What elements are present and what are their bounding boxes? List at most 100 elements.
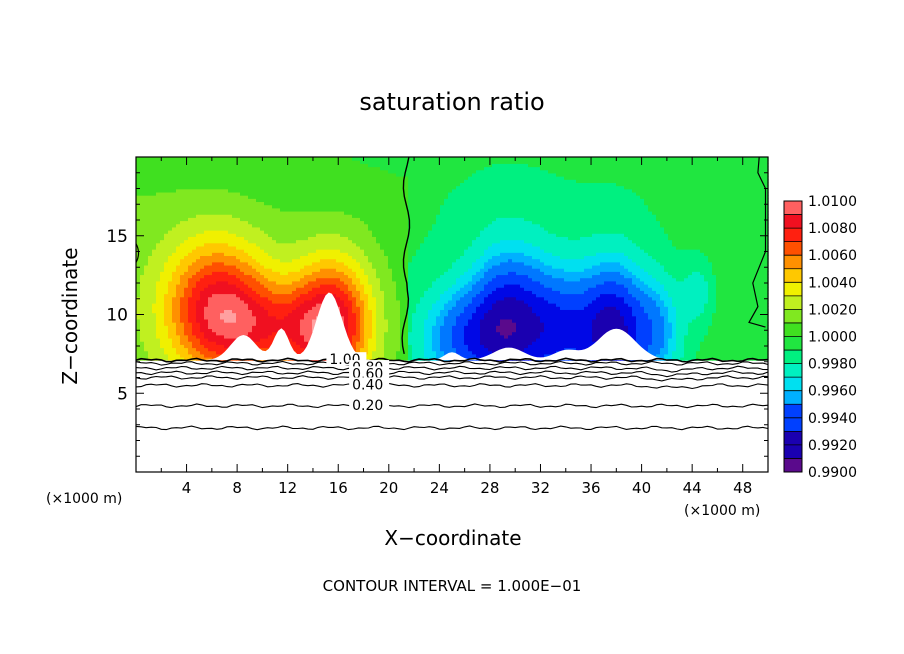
- heatmap-cell: [336, 226, 341, 231]
- heatmap-cell: [364, 157, 369, 161]
- heatmap-cell: [356, 242, 361, 247]
- heatmap-cell: [136, 233, 141, 237]
- heatmap-cell: [416, 242, 421, 247]
- heatmap-cell: [272, 293, 277, 298]
- heatmap-cell: [308, 233, 313, 237]
- heatmap-cell: [148, 230, 153, 234]
- heatmap-cell: [264, 258, 269, 263]
- heatmap-cell: [176, 160, 181, 164]
- heatmap-cell: [368, 299, 373, 304]
- heatmap-cell: [332, 220, 337, 225]
- heatmap-cell: [252, 312, 257, 317]
- heatmap-cell: [368, 280, 373, 285]
- heatmap-cell: [320, 261, 325, 266]
- heatmap-cell: [428, 166, 433, 171]
- heatmap-cell: [376, 233, 381, 237]
- heatmap-cell: [412, 306, 417, 310]
- heatmap-cell: [260, 258, 265, 263]
- heatmap-cell: [180, 268, 185, 272]
- heatmap-cell: [304, 236, 309, 241]
- heatmap-cell: [396, 303, 401, 307]
- heatmap-cell: [336, 201, 341, 206]
- heatmap-cell: [404, 226, 409, 231]
- heatmap-cell: [184, 337, 189, 342]
- heatmap-cell: [260, 233, 265, 237]
- heatmap-cell: [224, 271, 229, 276]
- heatmap-cell: [320, 299, 325, 304]
- heatmap-cell: [252, 334, 257, 339]
- heatmap-cell: [296, 252, 301, 257]
- heatmap-cell: [404, 220, 409, 225]
- heatmap-cell: [244, 157, 249, 161]
- heatmap-cell: [204, 322, 209, 326]
- heatmap-cell: [420, 328, 425, 333]
- heatmap-cell: [388, 258, 393, 263]
- heatmap-cell: [208, 226, 213, 231]
- heatmap-cell: [196, 258, 201, 263]
- heatmap-cell: [376, 309, 381, 314]
- heatmap-cell: [380, 245, 385, 250]
- heatmap-cell: [384, 353, 389, 358]
- heatmap-cell: [288, 163, 293, 168]
- heatmap-cell: [204, 290, 209, 295]
- heatmap-cell: [432, 182, 437, 187]
- heatmap-cell: [144, 236, 149, 241]
- heatmap-cell: [252, 293, 257, 298]
- heatmap-cell: [172, 337, 177, 342]
- heatmap-cell: [144, 157, 149, 161]
- heatmap-cell: [168, 318, 173, 323]
- heatmap-cell: [416, 277, 421, 282]
- heatmap-cell: [172, 230, 177, 234]
- heatmap-cell: [296, 255, 301, 260]
- heatmap-cell: [344, 249, 349, 253]
- heatmap-cell: [348, 296, 353, 301]
- heatmap-cell: [192, 350, 197, 355]
- heatmap-cell: [264, 249, 269, 253]
- heatmap-cell: [208, 160, 213, 164]
- heatmap-cell: [336, 277, 341, 282]
- heatmap-cell: [252, 176, 257, 180]
- heatmap-cell: [244, 255, 249, 260]
- heatmap-cell: [360, 322, 365, 326]
- heatmap-cell: [276, 261, 281, 266]
- heatmap-cell: [368, 242, 373, 247]
- heatmap-cell: [160, 274, 165, 279]
- heatmap-cell: [392, 182, 397, 187]
- heatmap-cell: [444, 283, 449, 288]
- heatmap-cell: [436, 258, 441, 263]
- heatmap-cell: [216, 233, 221, 237]
- heatmap-cell: [220, 166, 225, 171]
- heatmap-cell: [148, 195, 153, 199]
- heatmap-cell: [212, 350, 217, 355]
- heatmap-cell: [220, 182, 225, 187]
- heatmap-cell: [380, 239, 385, 244]
- heatmap-cell: [168, 160, 173, 164]
- heatmap-cell: [432, 353, 437, 358]
- heatmap-cell: [212, 157, 217, 161]
- heatmap-cell: [376, 239, 381, 244]
- heatmap-cell: [188, 157, 193, 161]
- heatmap-cell: [168, 204, 173, 209]
- heatmap-cell: [388, 217, 393, 222]
- heatmap-cell: [188, 191, 193, 196]
- heatmap-cell: [276, 217, 281, 222]
- heatmap-cell: [188, 258, 193, 263]
- heatmap-cell: [180, 350, 185, 355]
- heatmap-cell: [272, 283, 277, 288]
- heatmap-cell: [392, 287, 397, 291]
- heatmap-cell: [340, 306, 345, 310]
- heatmap-cell: [404, 296, 409, 301]
- heatmap-cell: [360, 341, 365, 345]
- heatmap-cell: [216, 331, 221, 336]
- heatmap-cell: [388, 157, 393, 161]
- heatmap-cell: [320, 226, 325, 231]
- heatmap-cell: [372, 233, 377, 237]
- heatmap-cell: [184, 255, 189, 260]
- heatmap-cell: [160, 185, 165, 190]
- heatmap-cell: [408, 280, 413, 285]
- heatmap-cell: [332, 210, 337, 215]
- heatmap-cell: [172, 188, 177, 193]
- heatmap-cell: [344, 242, 349, 247]
- heatmap-cell: [200, 347, 205, 352]
- heatmap-cell: [264, 185, 269, 190]
